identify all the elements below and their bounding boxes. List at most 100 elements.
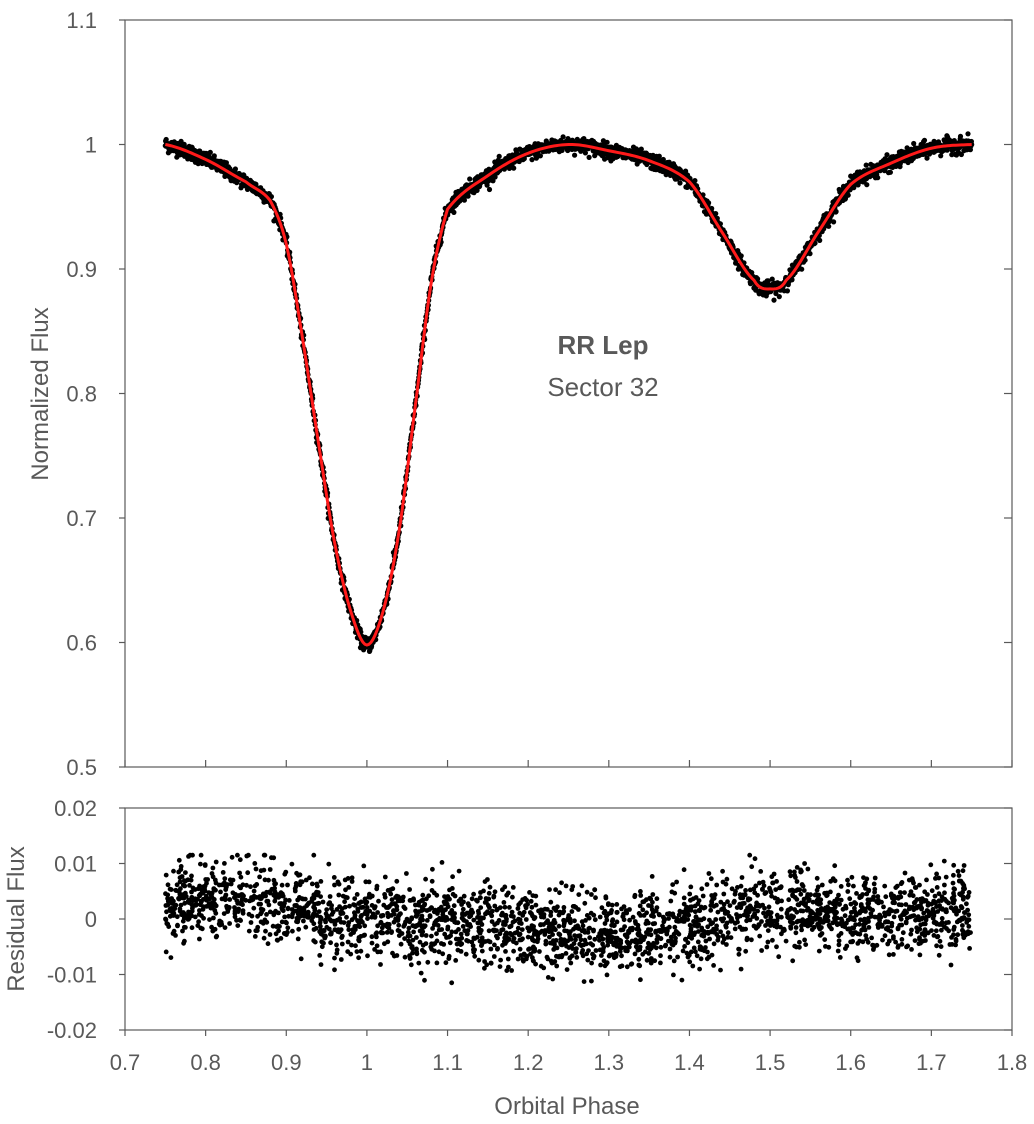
residual-point (758, 869, 764, 874)
data-point (638, 146, 644, 152)
residual-point (267, 932, 273, 937)
residual-point (765, 928, 771, 933)
residual-point (601, 928, 606, 933)
residual-point (502, 904, 508, 910)
residual-point (275, 923, 281, 929)
residual-point (515, 956, 521, 962)
y-tick-label: 0.8 (66, 382, 97, 407)
residual-point (485, 903, 491, 908)
residual-point (348, 932, 354, 937)
residual-point (854, 891, 859, 896)
residual-point (851, 883, 856, 889)
residual-point (872, 875, 878, 881)
residual-point (456, 868, 462, 874)
residual-point (320, 899, 326, 905)
residual-point (419, 947, 425, 953)
residual-point (290, 928, 295, 934)
residual-point (572, 918, 577, 924)
residual-point (501, 919, 506, 925)
residual-point (637, 944, 643, 950)
residual-point (517, 910, 523, 916)
residual-point (507, 905, 512, 910)
residual-point (606, 953, 612, 959)
residual-point (845, 877, 850, 883)
residual-point (342, 899, 347, 905)
residual-point (213, 880, 219, 886)
residual-point (322, 917, 328, 923)
residual-point (718, 899, 724, 905)
residual-point (780, 928, 786, 934)
residual-point (311, 852, 317, 858)
residual-point (248, 884, 253, 890)
residual-point (819, 882, 825, 888)
residual-point (956, 873, 962, 878)
residual-point (178, 864, 184, 869)
residual-point (846, 882, 851, 888)
data-point (677, 180, 683, 186)
residual-point (676, 912, 682, 918)
residual-point (857, 931, 863, 937)
residual-point (298, 956, 304, 962)
residual-point (332, 882, 337, 888)
residual-point (442, 894, 447, 899)
residual-point (208, 903, 213, 909)
residual-point (483, 896, 489, 901)
residual-point (318, 879, 324, 884)
residual-point (346, 927, 352, 933)
residual-point (284, 920, 289, 926)
residual-point (282, 914, 287, 920)
residual-point (891, 934, 896, 939)
residual-point (699, 917, 704, 923)
data-point (887, 169, 894, 175)
residual-point (419, 913, 425, 919)
residual-point (629, 961, 635, 967)
residual-point (665, 911, 670, 917)
residual-point (410, 950, 415, 956)
residual-point (176, 857, 182, 863)
residual-point (599, 953, 604, 958)
data-point (232, 166, 238, 172)
residual-point (423, 933, 429, 938)
residual-point (413, 913, 419, 919)
residual-point (743, 948, 749, 954)
residual-point (312, 906, 318, 911)
residual-point (422, 901, 428, 907)
residual-point (188, 877, 194, 883)
residual-point (794, 944, 799, 950)
residual-point (826, 944, 832, 950)
residual-point (582, 900, 588, 906)
residual-point (497, 964, 503, 969)
data-point (581, 136, 587, 142)
residual-point (694, 919, 699, 925)
residual-point (960, 923, 965, 928)
residual-point (917, 926, 923, 932)
residual-point (171, 928, 177, 934)
residual-point (649, 874, 655, 879)
residual-point (382, 874, 388, 880)
residual-point (865, 939, 871, 945)
residual-point (870, 942, 875, 948)
residual-point (636, 927, 642, 933)
residual-point (200, 906, 206, 912)
residual-point (378, 962, 383, 967)
residual-point (785, 914, 790, 920)
residual-point (330, 909, 336, 915)
residual-point (854, 955, 860, 961)
residual-point (476, 925, 482, 931)
residual-point (564, 967, 570, 972)
residual-point (600, 941, 605, 947)
residual-point (891, 914, 897, 920)
data-point (207, 149, 213, 155)
x-tick-label: 1.2 (513, 1050, 544, 1075)
residual-point (488, 946, 494, 952)
residual-point (744, 937, 750, 943)
residual-point (674, 879, 679, 885)
residual-point (513, 940, 519, 946)
residual-point (262, 917, 268, 923)
residual-point (614, 919, 620, 925)
residual-point (569, 887, 575, 893)
residual-point (591, 912, 597, 918)
residual-point (289, 861, 295, 867)
residual-point (797, 939, 802, 945)
residual-point (543, 920, 549, 925)
